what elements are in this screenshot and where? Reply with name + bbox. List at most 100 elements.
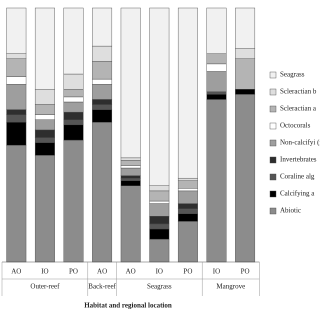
bar-segment xyxy=(235,94,256,263)
bar-segment xyxy=(149,185,170,192)
bar-segment xyxy=(92,104,113,110)
bar-segment xyxy=(177,7,198,179)
legend-swatch xyxy=(269,156,277,164)
bar-segment xyxy=(235,48,256,59)
bar-segment xyxy=(34,7,55,90)
x-tick-label: IO xyxy=(156,268,163,276)
bar-segment xyxy=(6,83,27,110)
legend-label: Scleractian a xyxy=(280,105,317,113)
legend-label: Non-calcifyi (macro & tur xyxy=(280,139,320,147)
bar-segment xyxy=(34,119,55,131)
x-tick-label: AO xyxy=(97,268,107,276)
bar-segment xyxy=(120,175,141,179)
bar-segment xyxy=(206,91,227,95)
bar-segment xyxy=(177,213,198,222)
bar-segment xyxy=(34,114,55,120)
legend-swatch xyxy=(269,88,277,96)
bar-segment xyxy=(177,221,198,263)
bar-segment xyxy=(149,203,170,217)
bar-segment xyxy=(92,61,113,80)
bar-segment xyxy=(120,160,141,166)
legend-label: Abiotic xyxy=(280,207,301,215)
bar-segment xyxy=(63,111,84,120)
bar-segment xyxy=(63,7,84,75)
bar-segment xyxy=(63,89,84,98)
legend-label: Calcifying a xyxy=(280,190,315,198)
bar-segment xyxy=(149,7,170,187)
bar-segment xyxy=(63,124,84,141)
legend-label: Scleractian b xyxy=(280,88,317,96)
bar-segment xyxy=(92,122,113,263)
bar-segment xyxy=(206,71,227,93)
bar-segment xyxy=(92,7,113,47)
legend-swatch xyxy=(269,122,277,130)
group-label: Mangrove xyxy=(216,283,245,291)
group-label: Back-reef xyxy=(88,283,116,291)
bar-segment xyxy=(120,165,141,169)
legend-label: Invertebrates xyxy=(280,156,317,164)
x-axis-title: Habitat and regional location xyxy=(84,302,172,310)
legend-swatch xyxy=(269,105,277,113)
bar-segment xyxy=(206,63,227,72)
bar-segment xyxy=(149,238,170,263)
bar-segment xyxy=(206,53,227,65)
bar-segment xyxy=(149,223,170,230)
x-tick-label: PO xyxy=(69,268,78,276)
bar-segment xyxy=(92,99,113,105)
bar-segment xyxy=(149,190,170,202)
bar-segment xyxy=(235,7,256,49)
bar-segment xyxy=(206,94,227,100)
legend-label: Coraline alg xyxy=(280,173,315,181)
bar-segment xyxy=(120,167,141,176)
bar-segment xyxy=(149,200,170,204)
bar-segment xyxy=(34,142,55,156)
bar-segment xyxy=(6,58,27,77)
bar-segment xyxy=(235,89,256,95)
bar-segment xyxy=(63,96,84,103)
x-tick-label: IO xyxy=(41,268,48,276)
bar-segment xyxy=(206,99,227,263)
bar-segment xyxy=(6,109,27,115)
legend-swatch xyxy=(269,190,277,198)
bar-segment xyxy=(120,157,141,161)
group-label: Outer-reef xyxy=(30,283,60,291)
bar-segment xyxy=(149,228,170,240)
bar-segment xyxy=(120,180,141,187)
bar-segment xyxy=(177,190,198,204)
bar-segment xyxy=(63,101,84,113)
legend-label: Octocorals xyxy=(280,122,311,130)
legend-swatch xyxy=(269,139,277,147)
bar-segment xyxy=(120,7,141,159)
bar-segment xyxy=(120,177,141,181)
bar-segment xyxy=(120,185,141,263)
bar-segment xyxy=(177,177,198,181)
bar-segment xyxy=(63,139,84,263)
bar-segment xyxy=(177,180,198,189)
bar-segment xyxy=(177,208,198,214)
bar-segment xyxy=(34,89,55,105)
bar-segment xyxy=(34,129,55,138)
bar-segment xyxy=(206,7,227,54)
bar-segment xyxy=(63,119,84,126)
legend-label: Seagrass xyxy=(280,71,305,79)
bar-segment xyxy=(6,122,27,146)
bar-segment xyxy=(6,7,27,54)
x-tick-label: PO xyxy=(241,268,250,276)
x-tick-label: IO xyxy=(213,268,220,276)
legend-swatch xyxy=(269,71,277,79)
x-tick-label: PO xyxy=(183,268,192,276)
bar-segment xyxy=(92,78,113,85)
bar-segment xyxy=(92,109,113,123)
bar-segment xyxy=(6,114,27,123)
bar-segment xyxy=(177,203,198,209)
group-label: Seagrass xyxy=(147,283,172,291)
bar-segment xyxy=(34,155,55,263)
x-tick-label: AO xyxy=(126,268,136,276)
legend-swatch xyxy=(269,173,277,181)
bar-segment xyxy=(6,144,27,263)
legend-swatch xyxy=(269,207,277,215)
bar-segment xyxy=(92,45,113,62)
bar-segment xyxy=(6,53,27,60)
bar-segment xyxy=(149,216,170,225)
